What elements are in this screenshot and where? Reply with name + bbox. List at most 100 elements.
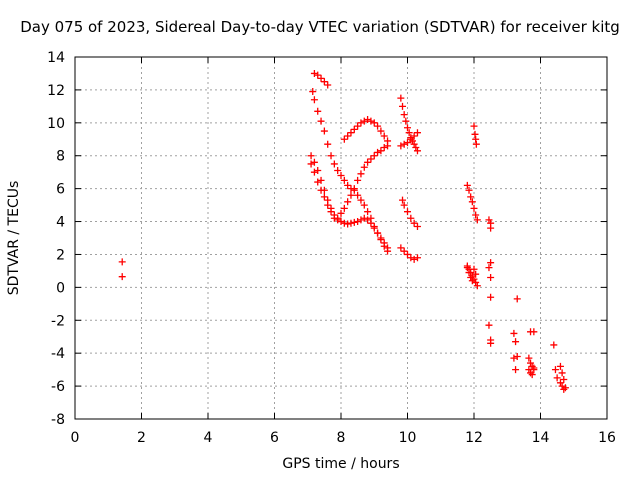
data-point <box>487 293 495 301</box>
data-point <box>307 152 315 160</box>
data-point <box>397 244 405 252</box>
data-point <box>317 186 325 194</box>
data-point <box>320 193 328 201</box>
data-point <box>357 196 365 204</box>
data-point <box>485 321 493 329</box>
data-point <box>527 359 535 367</box>
data-point <box>364 216 372 224</box>
y-tick-label: 0 <box>56 280 65 296</box>
data-point <box>374 229 382 237</box>
data-point <box>472 140 480 148</box>
data-point <box>470 204 478 212</box>
data-point <box>472 270 480 278</box>
data-point <box>528 371 536 379</box>
chart-title: Day 075 of 2023, Sidereal Day-to-day VTE… <box>20 18 620 36</box>
data-point <box>410 219 418 227</box>
data-point <box>467 273 475 281</box>
data-point <box>354 122 362 130</box>
data-point <box>465 269 473 277</box>
data-point <box>530 328 538 336</box>
data-point <box>360 214 368 222</box>
data-point <box>510 354 518 362</box>
data-point <box>354 176 362 184</box>
data-point <box>512 338 520 346</box>
data-point <box>470 265 478 273</box>
data-point <box>364 116 372 124</box>
data-point <box>367 219 375 227</box>
data-point <box>400 140 408 148</box>
data-point <box>463 264 471 272</box>
data-point <box>320 127 328 135</box>
data-point <box>380 239 388 247</box>
data-point <box>360 117 368 125</box>
data-point <box>364 208 372 216</box>
data-point <box>367 155 375 163</box>
data-point <box>367 117 375 125</box>
data-point <box>513 295 521 303</box>
y-tick-label: 8 <box>56 149 65 165</box>
data-point <box>357 170 365 178</box>
data-point <box>400 201 408 209</box>
data-point <box>354 191 362 199</box>
data-point <box>314 178 322 186</box>
plot-frame <box>74 56 608 420</box>
y-tick-label: 4 <box>56 215 65 231</box>
data-point <box>340 135 348 143</box>
x-tick-label: 0 <box>71 430 80 446</box>
x-tick-label: 6 <box>270 430 279 446</box>
data-point <box>334 167 342 175</box>
data-point <box>407 254 415 262</box>
data-point <box>399 102 407 110</box>
data-point <box>400 247 408 255</box>
data-point <box>399 196 407 204</box>
grid-lines <box>75 57 607 419</box>
data-point <box>472 278 480 286</box>
data-point <box>310 168 318 176</box>
data-point <box>551 366 559 374</box>
data-point <box>485 216 493 224</box>
data-point <box>377 234 385 242</box>
data-point <box>550 341 558 349</box>
data-point <box>324 201 332 209</box>
data-point <box>377 127 385 135</box>
data-point <box>412 144 420 151</box>
data-point <box>467 193 475 201</box>
data-point <box>314 167 322 175</box>
data-point <box>472 211 480 219</box>
data-point <box>468 277 476 285</box>
data-point <box>340 176 348 184</box>
data-point <box>324 140 332 148</box>
data-point <box>309 88 317 96</box>
data-point <box>344 220 352 228</box>
data-point <box>413 222 421 230</box>
data-point <box>364 158 372 166</box>
data-point <box>487 259 495 267</box>
data-point <box>344 198 352 206</box>
data-point <box>558 369 566 377</box>
data-point <box>340 219 348 227</box>
data-point <box>337 209 345 217</box>
data-point <box>327 208 335 216</box>
y-tick-label: 14 <box>47 50 65 66</box>
data-point <box>347 129 355 137</box>
data-point <box>525 366 533 374</box>
data-point <box>330 160 338 168</box>
data-point <box>310 96 318 104</box>
data-point <box>558 382 566 390</box>
data-point <box>470 122 478 130</box>
data-point <box>344 132 352 140</box>
data-point <box>471 130 479 138</box>
data-point <box>310 158 318 166</box>
data-point <box>407 214 415 222</box>
data-point <box>512 366 520 374</box>
data-point <box>408 137 416 145</box>
data-point <box>413 254 421 262</box>
data-point <box>487 339 495 347</box>
data-point <box>320 78 328 86</box>
data-point <box>357 119 365 127</box>
data-point <box>553 374 561 382</box>
data-point <box>334 214 342 222</box>
data-point <box>370 152 378 160</box>
data-point <box>407 135 415 143</box>
